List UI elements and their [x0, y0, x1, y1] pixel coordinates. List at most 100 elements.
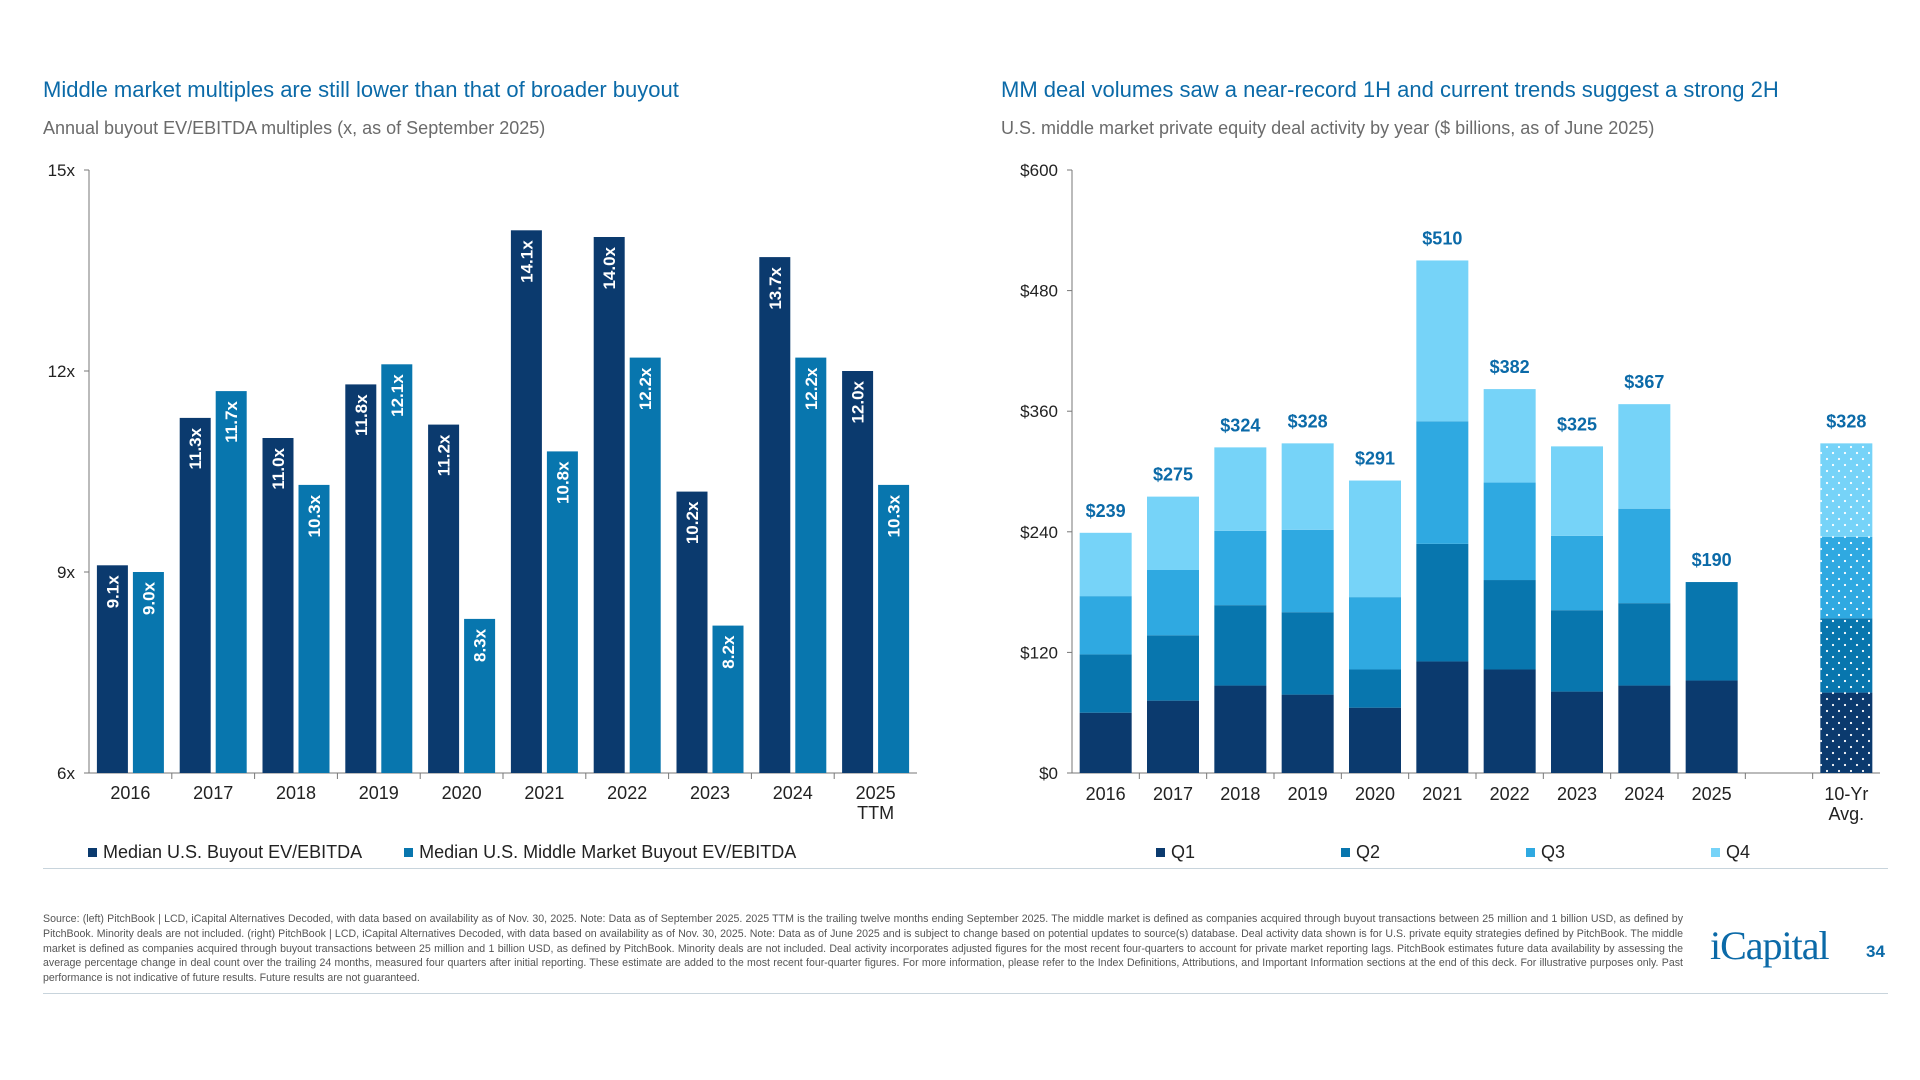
bar-data-label: 12.0x: [849, 380, 868, 423]
bar-data-label: 12.2x: [636, 367, 655, 410]
y-tick-label: $120: [1020, 643, 1058, 662]
x-tick-label: 2022: [1490, 784, 1530, 804]
bar-data-label: 8.2x: [719, 635, 738, 669]
stacked-bar-segment: [1147, 496, 1199, 570]
y-tick-label: $240: [1020, 523, 1058, 542]
stacked-bar-segment: [1618, 685, 1671, 773]
right-chart-title: MM deal volumes saw a near-record 1H and…: [1001, 77, 1779, 102]
x-tick-label: 2017: [1153, 784, 1193, 804]
stacked-bar-segment: [1214, 605, 1267, 686]
stacked-bar-segment: [1147, 635, 1199, 701]
bar: [215, 391, 247, 773]
x-tick-label: 2019: [1288, 784, 1328, 804]
icapital-logo: iCapital: [1710, 923, 1830, 968]
stacked-bar-segment: [1214, 530, 1267, 606]
left-chart-subtitle: Annual buyout EV/EBITDA multiples (x, as…: [43, 118, 546, 138]
bar: [510, 230, 542, 774]
x-tick-label: 2017: [193, 783, 233, 803]
x-tick-label: 2019: [359, 783, 399, 803]
avg-dot-pattern: [1820, 536, 1873, 619]
bar: [464, 618, 496, 773]
divider-bottom: [43, 993, 1888, 994]
right-chart: $0 $120 $240 $360 $480 $600 2016 $239 2017 $275 20…: [1020, 161, 1880, 824]
bar-data-label: 11.2x: [435, 434, 454, 476]
bar-data-label: 11.8x: [352, 394, 371, 436]
legend-label-q2: Q2: [1356, 842, 1381, 862]
legend-label-q1: Q1: [1171, 842, 1196, 862]
bar-data-label: 11.7x: [222, 401, 241, 443]
stacked-bar-segment: [1551, 691, 1603, 773]
bar-data-label: 8.3x: [471, 628, 490, 662]
stacked-bar-segment: [1618, 603, 1671, 686]
stacked-bar-segment: [1281, 529, 1334, 613]
stacked-bar-segment: [1214, 447, 1267, 531]
bar-total-label: $324: [1220, 415, 1260, 435]
bar-total-label: $275: [1153, 465, 1193, 485]
x-tick-label: 2016: [110, 783, 150, 803]
right-chart-subtitle: U.S. middle market private equity deal a…: [1001, 118, 1655, 138]
bar: [428, 424, 460, 773]
stacked-bar-segment: [1214, 685, 1267, 773]
avg-dot-pattern: [1820, 692, 1873, 773]
right-legend: Q1 Q2 Q3 Q4: [1156, 842, 1750, 863]
stacked-bar-segment: [1079, 712, 1132, 773]
bar-data-label: 13.7x: [766, 267, 785, 310]
stacked-bar-segment: [1349, 707, 1401, 773]
bar-data-label: 12.1x: [388, 374, 407, 417]
stacked-bar-segment: [1416, 661, 1469, 773]
bar-data-label: 11.3x: [186, 427, 205, 469]
bar-data-label: 10.2x: [683, 501, 702, 544]
stacked-bar-segment: [1079, 654, 1132, 713]
x-tick-label: 2022: [607, 783, 647, 803]
bar: [842, 371, 874, 773]
legend-label-mm: Median U.S. Middle Market Buyout EV/EBIT…: [419, 842, 797, 862]
avg-dot-pattern: [1820, 443, 1873, 537]
x-tick-label: 10-Yr: [1824, 784, 1868, 804]
x-tick-label: 2021: [1422, 784, 1462, 804]
stacked-bar-segment: [1551, 535, 1603, 611]
stacked-bar-segment: [1618, 508, 1671, 604]
bar: [96, 565, 128, 773]
legend-swatch-mm: [404, 848, 414, 857]
x-tick-label: 2016: [1086, 784, 1126, 804]
legend-swatch-q1: [1156, 848, 1165, 857]
stacked-bar-segment: [1416, 543, 1469, 662]
bar-total-label: $382: [1490, 357, 1530, 377]
stacked-bar-segment: [1685, 582, 1738, 681]
bar-total-label: $510: [1422, 228, 1462, 248]
bar: [546, 451, 578, 773]
bar: [345, 384, 377, 773]
stacked-bar-segment: [1281, 612, 1334, 695]
stacked-bar-segment: [1349, 669, 1401, 708]
stacked-bar-segment: [1281, 694, 1334, 773]
bar-data-label: 9.1x: [103, 575, 122, 609]
bar-total-label: $328: [1826, 411, 1866, 431]
x-tick-label: Avg.: [1828, 804, 1864, 824]
x-tick-label: 2023: [690, 783, 730, 803]
stacked-bar-segment: [1483, 580, 1536, 670]
bar: [298, 484, 330, 773]
bar-total-label: $291: [1355, 449, 1395, 469]
stacked-bar-segment: [1416, 421, 1469, 544]
stacked-bar-segment: [1483, 669, 1536, 773]
bar-total-label: $239: [1086, 501, 1126, 521]
bar-data-label: 10.3x: [885, 494, 904, 537]
bar-data-label: 14.1x: [517, 240, 536, 283]
x-tick-label: 2018: [1220, 784, 1260, 804]
y-tick-label: $0: [1039, 764, 1058, 783]
bar-total-label: $328: [1288, 411, 1328, 431]
bar-total-label: $367: [1624, 372, 1664, 392]
bar-total-label: $325: [1557, 414, 1597, 434]
bar: [712, 625, 744, 773]
y-tick-label: 15x: [48, 161, 76, 180]
stacked-bar-segment: [1079, 596, 1132, 655]
bar: [676, 491, 708, 773]
footnote: Source: (left) PitchBook | LCD, iCapital…: [43, 913, 1683, 985]
charts-canvas: 6x 9x 12x 15x 2016 9.1x 9.0x 2017 11.3x 11.7x 2018…: [48, 161, 1880, 824]
stacked-bar-segment: [1079, 532, 1132, 597]
page-number: 34: [1866, 942, 1885, 961]
y-tick-label: 12x: [48, 362, 76, 381]
bar-data-label: 12.2x: [802, 367, 821, 410]
x-tick-label: 2023: [1557, 784, 1597, 804]
x-tick-label: 2025: [1692, 784, 1732, 804]
